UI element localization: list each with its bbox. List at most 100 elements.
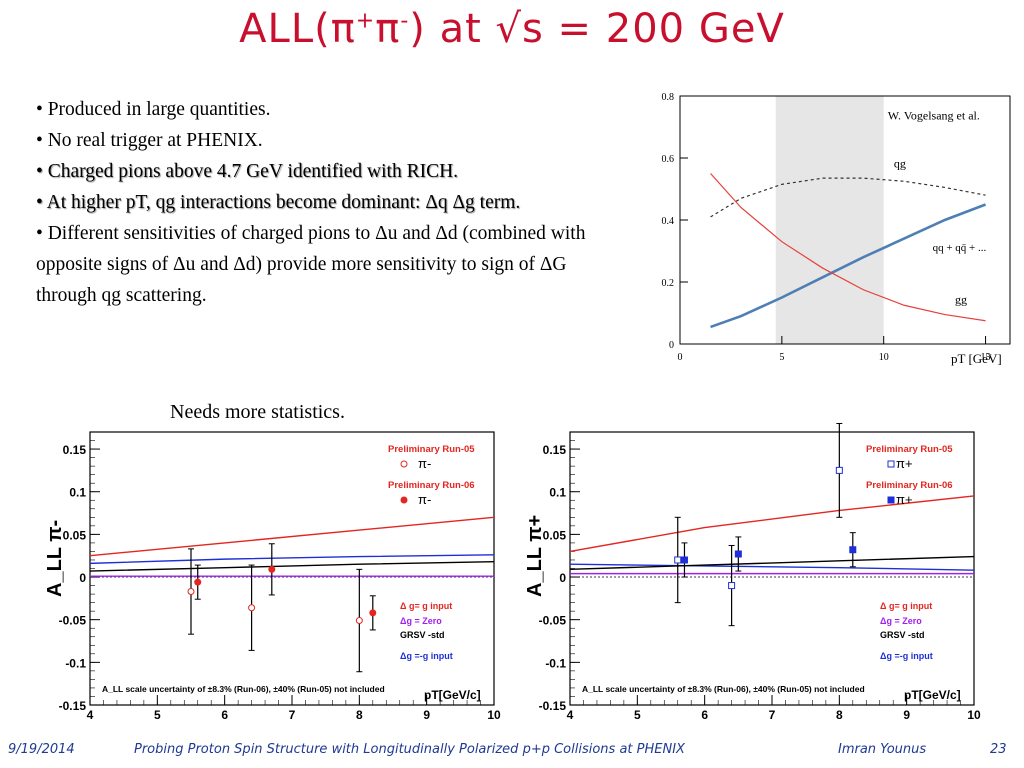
plot-frame — [89, 431, 495, 706]
bullet-2: • No real trigger at PHENIX. — [36, 130, 263, 151]
bullet-1: • Produced in large quantities. — [36, 99, 271, 120]
y-tick-label: 0.4 — [662, 216, 675, 227]
y-axis-label: A_LL π- — [44, 520, 66, 597]
data-point-3 — [734, 550, 742, 558]
data-point-3 — [268, 565, 276, 573]
theory-curve-0 — [89, 516, 495, 557]
series-line-1 — [710, 203, 987, 329]
x-tick-label: 10 — [879, 352, 889, 363]
x-tick-label: 0 — [678, 352, 683, 363]
y-tick-label: 0.15 — [63, 443, 87, 457]
legend-run05-label: Preliminary Run-05 — [866, 444, 953, 455]
data-point-5 — [369, 609, 377, 617]
theory-curve-2 — [89, 560, 495, 572]
all-pi-plus-chart: -0.15 -0.1 -0.05 0 0.05 0.1 0.15 4 5 6 7 8 9 10 Prelim… — [524, 422, 981, 722]
y-tick-label: -0.05 — [539, 614, 567, 628]
theory-curve-0 — [569, 495, 975, 553]
data-point-4 — [835, 466, 843, 474]
theory-curve-2 — [569, 555, 975, 571]
x-tick-label: 8 — [836, 708, 843, 722]
series-line-2 — [710, 173, 986, 322]
x-tick-label: 4 — [567, 708, 574, 722]
y-tick-label: -0.15 — [539, 699, 567, 713]
theory-curve-1 — [89, 554, 495, 565]
legend-curve-2: GRSV -std — [880, 630, 925, 640]
needs-statistics-label: Needs more statistics. — [170, 401, 345, 423]
bullet-5: • Different sensitivities of charged pio… — [36, 223, 586, 306]
all-pi-minus-chart: -0.15 -0.1 -0.05 0 0.05 0.1 0.15 4 5 6 7 8 9 10 Prelim… — [44, 431, 501, 722]
x-tick-label: 7 — [289, 708, 296, 722]
legend-marker-filled — [400, 496, 408, 504]
legend-marker-open — [400, 460, 408, 468]
legend-run06-label: Preliminary Run-06 — [866, 480, 953, 491]
x-tick-label: 15 — [981, 352, 991, 363]
data-point-4 — [355, 617, 363, 625]
y-tick-label: 0.05 — [63, 528, 87, 542]
y-tick-label: 0.05 — [543, 528, 567, 542]
y-axis-label: A_LL π+ — [524, 515, 546, 597]
y-tick-label: -0.05 — [59, 614, 87, 628]
legend-run06-symbol: π+ — [896, 492, 913, 507]
theory-curve-1 — [569, 563, 975, 571]
y-tick-label: 0 — [669, 340, 674, 351]
x-tick-label: 4 — [87, 708, 94, 722]
footer-page-number: 23 — [990, 742, 1007, 757]
legend-curve-0: Δ g= g input — [400, 601, 452, 611]
title-main: ALL(π — [239, 6, 356, 52]
x-axis-label: pT [GeV] — [951, 351, 1002, 366]
y-tick-label: 0.1 — [69, 486, 86, 500]
footer: 9/19/2014 Probing Proton Spin Structure … — [0, 740, 1024, 764]
bullet-list: • Produced in large quantities. • No rea… — [36, 94, 602, 311]
legend-curve-3: Δg =-g input — [880, 651, 933, 661]
legend-run05-label: Preliminary Run-05 — [388, 444, 475, 455]
data-point-2 — [248, 604, 256, 612]
x-tick-label: 10 — [487, 708, 501, 722]
title-sup-minus: - — [400, 8, 410, 34]
series-label-qq: qq + qq̄ + ... — [933, 242, 987, 254]
x-axis-label: pT[GeV/c] — [904, 688, 961, 702]
y-tick-label: 0.15 — [543, 443, 567, 457]
x-tick-label: 9 — [423, 708, 430, 722]
x-tick-label: 10 — [967, 708, 981, 722]
legend-marker-filled — [887, 496, 895, 504]
legend-run05-symbol: π+ — [896, 456, 913, 471]
title-sup-plus: + — [355, 8, 376, 34]
bullet-4: • At higher pT, qg interactions become d… — [36, 192, 521, 213]
legend-run06-label: Preliminary Run-06 — [388, 480, 475, 491]
legend-curve-1: Δg = Zero — [880, 616, 922, 626]
y-tick-label: 0 — [79, 571, 86, 585]
legend-run06-symbol: π- — [418, 492, 431, 507]
legend-curve-2: GRSV -std — [400, 630, 445, 640]
data-point-0 — [674, 556, 682, 564]
footer-talk-title: Probing Proton Spin Structure with Longi… — [134, 742, 685, 757]
y-tick-label: -0.15 — [59, 699, 87, 713]
data-point-1 — [194, 578, 202, 586]
x-tick-label: 6 — [221, 708, 228, 722]
legend-run05-symbol: π- — [418, 456, 431, 471]
subprocess-fraction-chart: 0 0.2 0.4 0.6 0.8 0 5 10 15 W. Vogelsang et al. qg… — [662, 92, 1011, 366]
y-tick-label: 0.2 — [662, 278, 675, 289]
x-axis-label: pT[GeV/c] — [424, 688, 481, 702]
series-line-0 — [710, 177, 986, 218]
title-mid: π — [375, 6, 401, 52]
y-tick-label: -0.1 — [545, 656, 566, 670]
x-tick-label: 5 — [634, 708, 641, 722]
legend-curve-0: Δ g= g input — [880, 601, 932, 611]
x-tick-label: 8 — [356, 708, 363, 722]
shaded-band — [775, 96, 884, 344]
slide-title: ALL(π+π-) at √s = 200 GeV — [0, 6, 1024, 52]
chart-annotation: W. Vogelsang et al. — [888, 108, 980, 122]
x-tick-label: 6 — [701, 708, 708, 722]
data-point-2 — [728, 582, 736, 590]
footer-author: Imran Younus — [838, 742, 927, 757]
x-tick-label: 7 — [769, 708, 776, 722]
legend-curve-1: Δg = Zero — [400, 616, 442, 626]
x-tick-label: 5 — [779, 352, 784, 363]
scale-uncertainty-note: A_LL scale uncertainty of ±8.3% (Run-06)… — [582, 684, 865, 694]
title-end: ) at √s = 200 GeV — [409, 6, 785, 52]
bullet-3: • Charged pions above 4.7 GeV identified… — [36, 161, 459, 182]
x-tick-label: 9 — [903, 708, 910, 722]
y-tick-label: -0.1 — [65, 656, 86, 670]
legend-curve-3: Δg =-g input — [400, 651, 453, 661]
x-tick-label: 5 — [154, 708, 161, 722]
